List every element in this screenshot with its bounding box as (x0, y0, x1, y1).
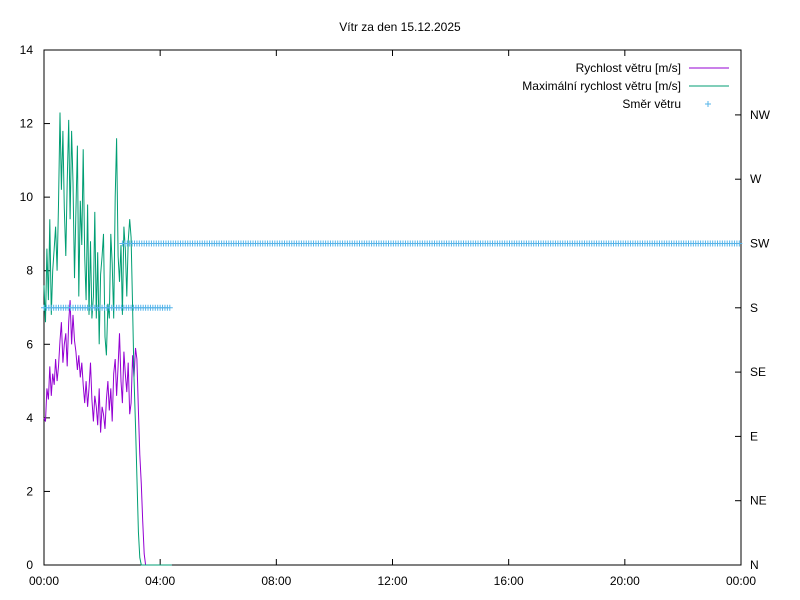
x-tick-label: 12:00 (377, 574, 407, 588)
legend-marker-2 (705, 101, 711, 107)
chart-title: Vítr za den 15.12.2025 (339, 20, 461, 34)
y2-tick-label: E (750, 429, 758, 443)
legend: Rychlost větru [m/s] Maximální rychlost v… (522, 61, 729, 111)
y2-tick-label: N (750, 558, 759, 572)
series-line-1 (43, 112, 172, 566)
y2-tick-label: SE (750, 365, 766, 379)
series-layer (41, 112, 743, 566)
legend-label-2: Směr větru (622, 97, 681, 111)
legend-label-0: Rychlost větru [m/s] (576, 61, 681, 75)
y-tick-label: 10 (20, 190, 34, 204)
x-tick-label: 20:00 (610, 574, 640, 588)
y-tick-label: 2 (26, 484, 33, 498)
y2-tick-label: W (750, 172, 762, 186)
direction-point (736, 240, 743, 247)
x-tick-label: 04:00 (145, 574, 175, 588)
y-tick-label: 8 (26, 264, 33, 278)
y2-tick-label: SW (750, 237, 770, 251)
y-tick-label: 4 (26, 411, 33, 425)
y-tick-label: 6 (26, 337, 33, 351)
y2-tick-label: S (750, 301, 758, 315)
y-tick-label: 12 (20, 117, 34, 131)
axes-layer: 0 2 4 6 8 10 12 14 N NE E SE S SW W NW 00:00 04:00 08:00 12… (20, 43, 771, 588)
y-tick-label: 0 (26, 558, 33, 572)
y-tick-label: 14 (20, 43, 34, 57)
legend-label-1: Maximální rychlost větru [m/s] (522, 79, 681, 93)
direction-point (166, 304, 173, 311)
x-tick-label: 08:00 (261, 574, 291, 588)
y2-tick-label: NW (750, 108, 771, 122)
x-tick-label: 00:00 (726, 574, 756, 588)
x-tick-label: 00:00 (29, 574, 59, 588)
series-line-0 (43, 300, 172, 566)
y2-tick-label: NE (750, 494, 767, 508)
x-tick-label: 16:00 (494, 574, 524, 588)
